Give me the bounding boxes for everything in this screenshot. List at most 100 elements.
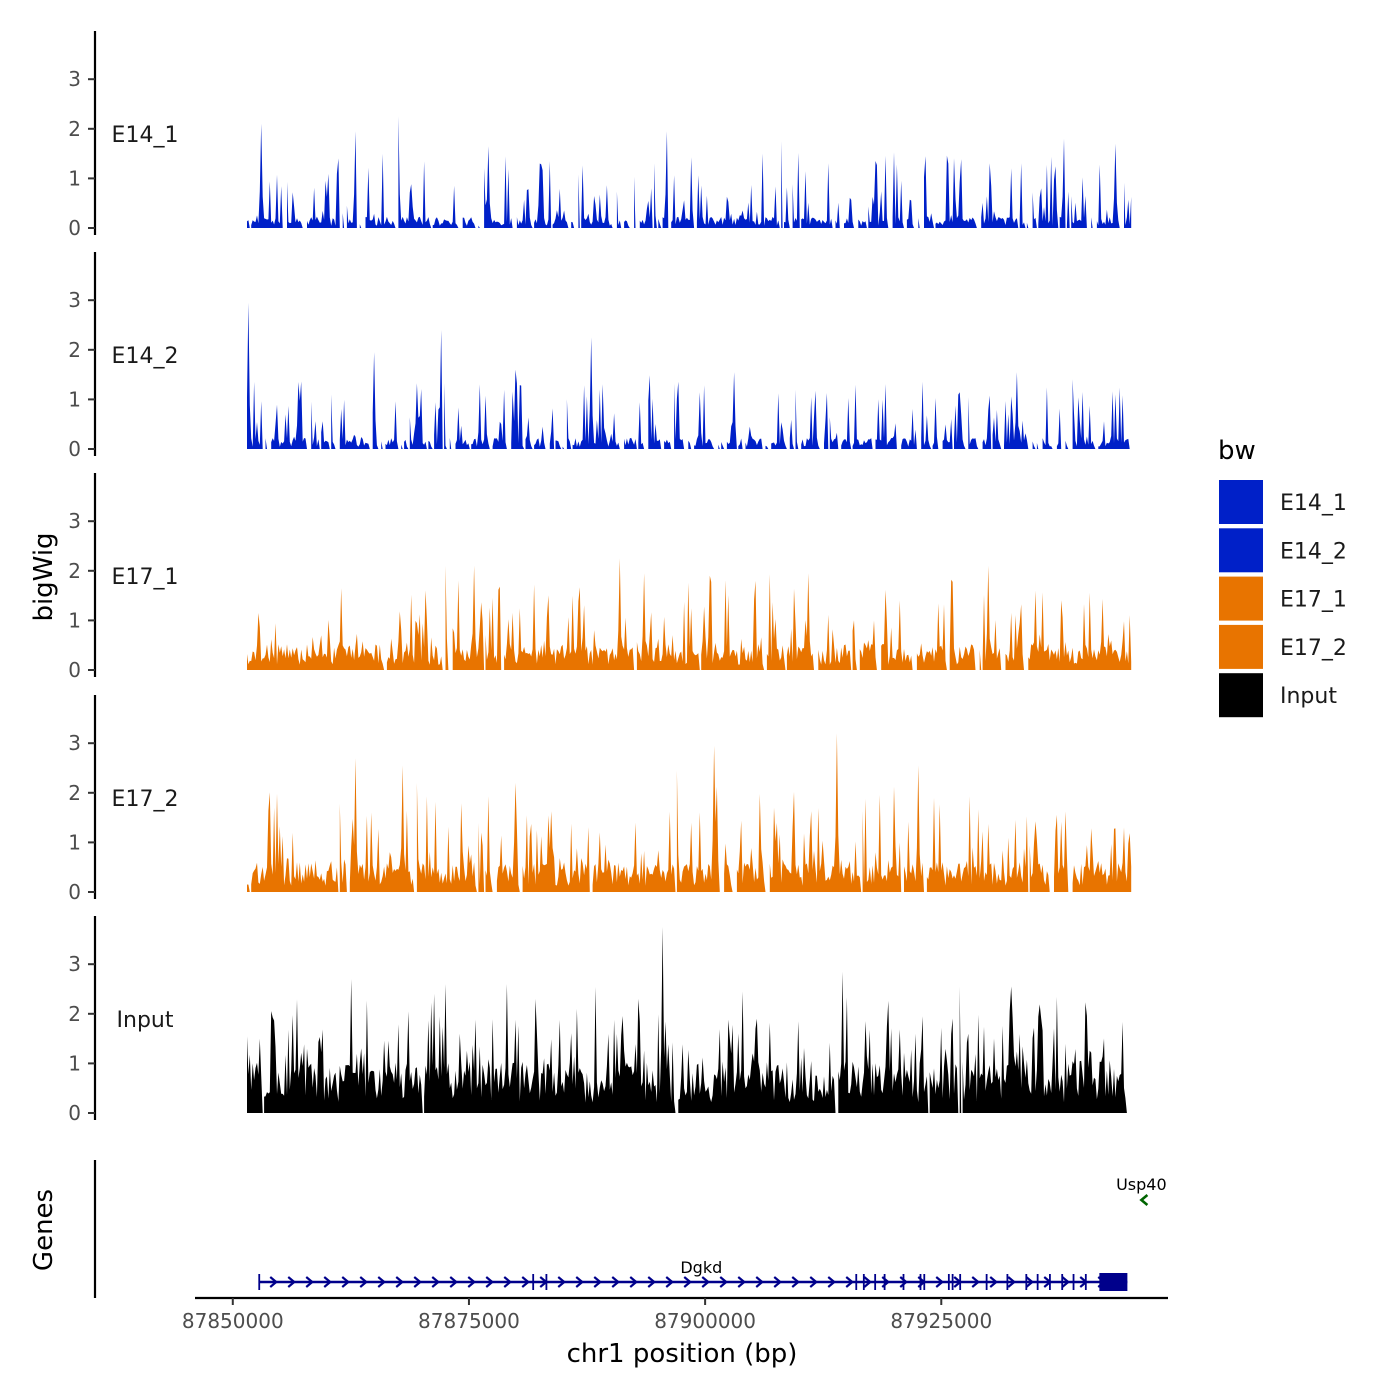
signal-area-e14_1 — [247, 116, 1132, 228]
strand-arrow — [449, 1276, 458, 1288]
y-tick-label: 2 — [68, 338, 81, 362]
strand-arrow — [899, 1276, 908, 1288]
y-axis-title: bigWig — [29, 532, 59, 621]
y-tick-label: 3 — [68, 509, 81, 533]
strand-arrow — [521, 1276, 530, 1288]
signal-area-input — [247, 927, 1132, 1113]
strand-arrow — [809, 1276, 818, 1288]
strand-arrow — [395, 1276, 404, 1288]
y-tick-label: 2 — [68, 559, 81, 583]
track-label: E17_2 — [112, 787, 179, 812]
track-e17_1: 0 1 2 3 E17_1 — [68, 473, 1132, 682]
strand-arrow — [719, 1276, 728, 1288]
strand-arrow — [557, 1276, 566, 1288]
y-tick-label: 3 — [68, 67, 81, 91]
y-tick-label: 3 — [68, 731, 81, 755]
strand-arrow — [575, 1276, 584, 1288]
track-e14_1: 0 1 2 3 E14_1 — [68, 31, 1132, 240]
strand-arrow — [791, 1276, 800, 1288]
signal-area-e17_2 — [247, 733, 1132, 892]
strand-arrow — [1025, 1276, 1034, 1288]
x-axis: 87850000 87875000 87900000 87925000 — [182, 1296, 1168, 1333]
strand-arrow — [971, 1276, 980, 1288]
signal-area-e14_2 — [247, 302, 1132, 449]
legend-label: E14_1 — [1280, 491, 1347, 516]
strand-arrow — [305, 1276, 314, 1288]
track-e14_2: 0 1 2 3 E14_2 — [68, 252, 1132, 461]
y-tick-label: 2 — [68, 781, 81, 805]
strand-arrow — [341, 1276, 350, 1288]
strand-arrow — [413, 1276, 422, 1288]
y-tick-label: 1 — [68, 166, 81, 190]
track-label: E17_1 — [112, 565, 179, 590]
gene-label: Usp40 — [1116, 1175, 1167, 1194]
legend-item: E17_1 — [1219, 576, 1347, 621]
strand-arrow — [503, 1276, 512, 1288]
legend-item: E14_1 — [1219, 480, 1347, 524]
strand-arrow — [647, 1276, 656, 1288]
y-tick-label: 0 — [68, 216, 81, 240]
y-tick-label: 0 — [68, 437, 81, 461]
legend-swatch — [1219, 576, 1263, 621]
strand-arrow — [773, 1276, 782, 1288]
strand-arrow — [431, 1276, 440, 1288]
legend-label: E14_2 — [1280, 539, 1347, 564]
x-axis-title: chr1 position (bp) — [567, 1339, 798, 1369]
strand-arrow — [485, 1276, 494, 1288]
legend-swatch — [1219, 480, 1263, 524]
y-tick-label: 1 — [68, 1051, 81, 1075]
strand-arrow — [863, 1276, 872, 1288]
strand-arrow — [287, 1276, 296, 1288]
signal-area-e17_1 — [247, 558, 1132, 670]
strand-arrow — [827, 1276, 836, 1288]
legend-item: Input — [1219, 673, 1337, 718]
y-tick-label: 0 — [68, 1101, 81, 1125]
strand-arrow — [629, 1276, 638, 1288]
y-tick-label: 1 — [68, 608, 81, 632]
legend-label: E17_1 — [1280, 588, 1347, 613]
strand-arrow — [377, 1276, 386, 1288]
y-tick-label: 1 — [68, 387, 81, 411]
track-label: E14_2 — [112, 344, 179, 369]
track-label: E14_1 — [112, 123, 179, 148]
utr-block — [1099, 1273, 1128, 1291]
y-tick-label: 0 — [68, 880, 81, 904]
legend-label: Input — [1280, 684, 1337, 709]
legend-swatch — [1219, 624, 1263, 669]
y-tick-label: 3 — [68, 288, 81, 312]
strand-arrow — [611, 1276, 620, 1288]
y-tick-label: 1 — [68, 830, 81, 854]
strand-arrow — [1061, 1276, 1070, 1288]
track-e17_2: 0 1 2 3 E17_2 — [68, 695, 1132, 904]
x-tick-label: 87925000 — [890, 1309, 992, 1333]
strand-arrow — [989, 1276, 998, 1288]
strand-arrow — [845, 1276, 854, 1288]
gene-dgkd: Dgkd — [258, 1258, 1128, 1291]
strand-arrow — [593, 1276, 602, 1288]
y-tick-label: 0 — [68, 658, 81, 682]
y-tick-label: 3 — [68, 952, 81, 976]
legend-title: bw — [1218, 436, 1256, 466]
legend-item: E17_2 — [1219, 624, 1347, 669]
legend-label: E17_2 — [1280, 636, 1347, 661]
signal-tracks: 0 1 2 3 E14_1 0 1 2 3 E14_2 0 1 2 3 E17_1 0 1 2 3 E17_2 0 1 2 3… — [68, 31, 1132, 1125]
y-tick-label: 2 — [68, 117, 81, 141]
strand-arrow — [467, 1276, 476, 1288]
strand-arrow — [737, 1276, 746, 1288]
strand-arrow — [665, 1276, 674, 1288]
gene-usp40: Usp40 — [1116, 1175, 1167, 1206]
strand-arrow — [269, 1276, 278, 1288]
strand-arrow — [683, 1276, 692, 1288]
gene-label: Dgkd — [680, 1258, 722, 1277]
strand-arrow — [359, 1276, 368, 1288]
legend-item: E14_2 — [1219, 528, 1347, 573]
legend-swatch — [1219, 673, 1263, 718]
strand-arrow — [935, 1276, 944, 1288]
strand-arrow — [1139, 1194, 1149, 1206]
legend-swatch — [1219, 528, 1263, 573]
track-input: 0 1 2 3 Input — [68, 916, 1132, 1125]
legend: bw E14_1 E14_2 E17_1 E17_2 Input — [1218, 436, 1347, 718]
gene-track: Dgkd Usp40 — [93, 1160, 1167, 1298]
strand-arrow — [755, 1276, 764, 1288]
